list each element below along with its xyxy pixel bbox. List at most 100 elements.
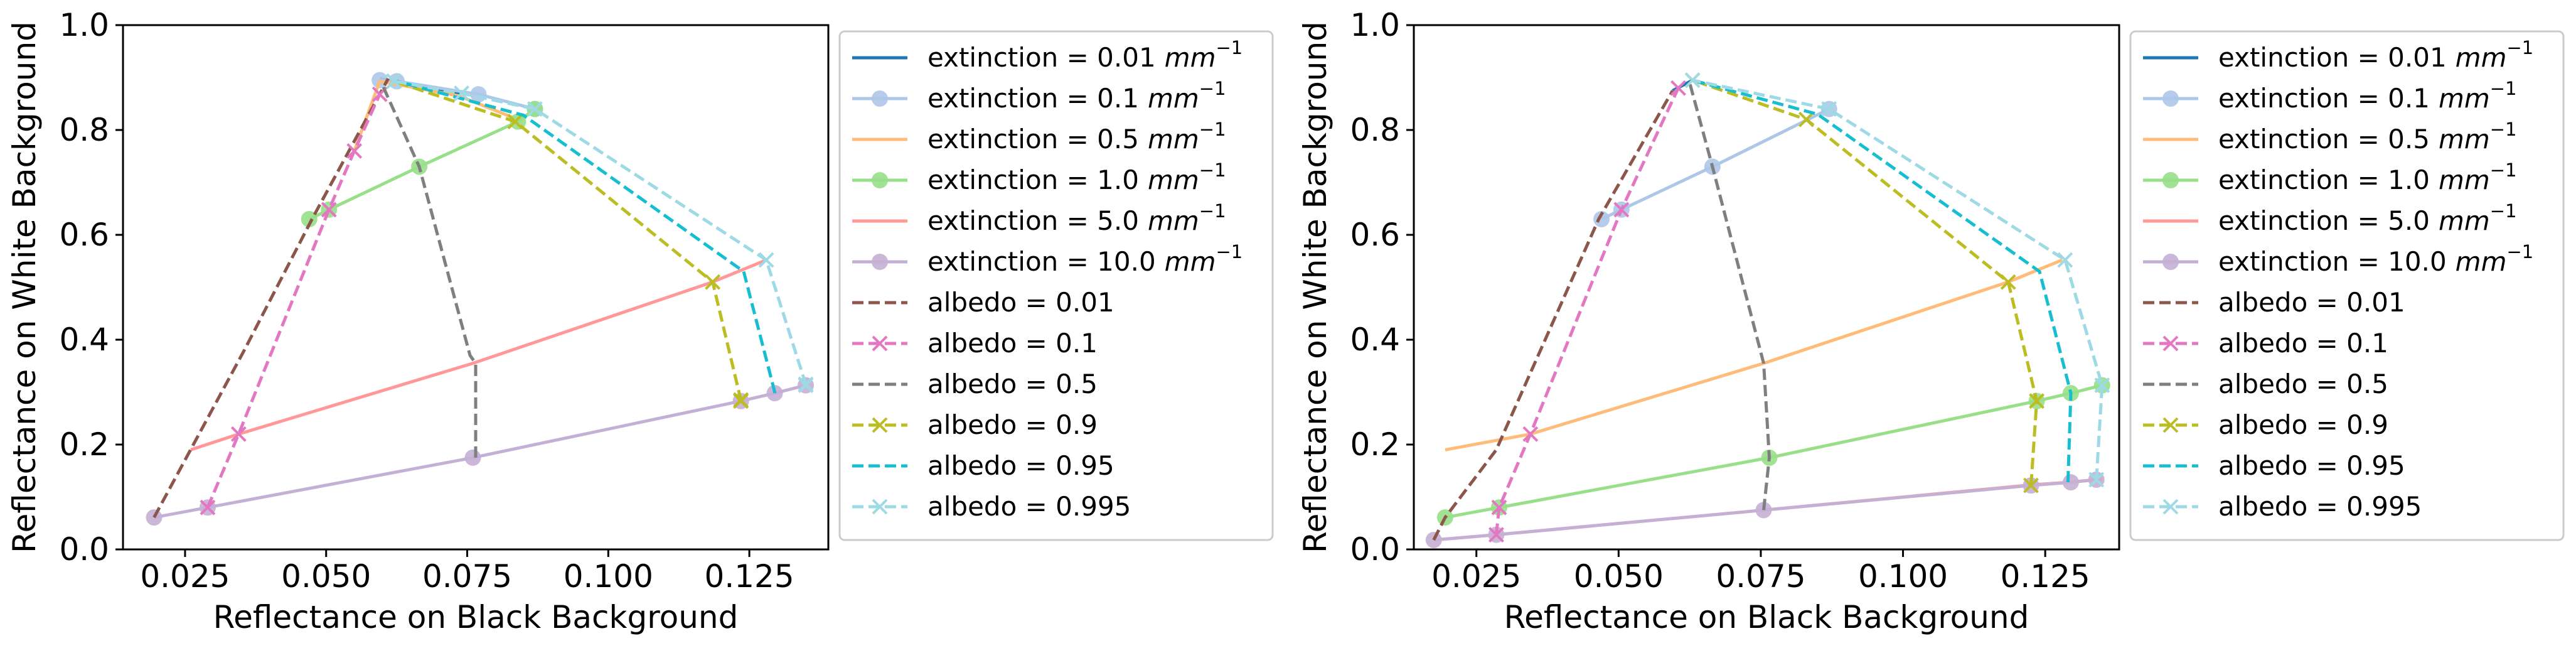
chart-left-legend-entry-albedo-0-9-label: albedo = 0.9 — [927, 409, 1098, 440]
chart-left-legend-entry-albedo-0-995: albedo = 0.995 — [852, 491, 1131, 522]
chart-right-legend-entry-albedo-0-9: albedo = 0.9 — [2143, 409, 2388, 440]
chart-left-series-albedo-0-1-point — [230, 426, 247, 442]
chart-right-x-tick-label: 0.125 — [2001, 558, 2090, 595]
chart-left-legend-entry-extinction-0-1-swatch-point — [872, 90, 888, 107]
chart-right-series-extinction-0-1-line — [1601, 107, 1830, 221]
chart-left-x-tick-label: 0.025 — [140, 558, 230, 595]
chart-left-series-albedo-0-9-point — [705, 274, 721, 290]
chart-left-series-albedo-0-5 — [380, 82, 478, 458]
chart-right-series-albedo-0-995-point — [2057, 252, 2073, 268]
chart-right-x-tick-label: 0.025 — [1431, 558, 1521, 595]
chart-left-series-albedo-0-995-point — [454, 85, 469, 101]
chart-right-legend-entry-albedo-0-95: albedo = 0.95 — [2143, 450, 2405, 481]
chart-right-series-albedo-0-1 — [1488, 80, 1686, 543]
chart-left-series-extinction-10-0-point — [464, 449, 481, 466]
chart-left-series-albedo-0-995-point — [386, 73, 402, 89]
chart-left-series-albedo-0-995-point — [758, 252, 774, 268]
chart-right-legend-entry-albedo-0-995: albedo = 0.995 — [2143, 491, 2422, 522]
chart-right-legend-entry-albedo-0-1: albedo = 0.1 — [2143, 328, 2388, 359]
chart-right-x-axis-label: Reflectance on Black Background — [1504, 599, 2029, 635]
chart-left-series-albedo-0-5-line — [380, 82, 478, 458]
chart-right-x-tick-label: 0.100 — [1858, 558, 1948, 595]
chart-right-series-albedo-0-995-point — [2088, 472, 2105, 488]
chart-left-legend-entry-extinction-10-0-unit: mm — [1165, 246, 1216, 277]
chart-right-legend-entry-extinction-0-5-unit-exponent: −1 — [2490, 119, 2517, 140]
chart-right-legend-entry-albedo-0-1-label: albedo = 0.1 — [2218, 328, 2388, 359]
chart-right-x-tick-label: 0.050 — [1574, 558, 1664, 595]
chart-left-x-axis-label: Reflectance on Black Background — [213, 599, 739, 635]
chart-right-legend-entry-extinction-0-5: extinction = 0.5 mm−1 — [2143, 119, 2517, 154]
chart-left-x-tick-label: 0.125 — [705, 558, 794, 595]
chart-right-legend-entry-extinction-1-0-swatch-point — [2162, 172, 2179, 188]
chart-left-y-tick-label: 0.2 — [59, 426, 109, 463]
chart-right-legend-entry-extinction-0-1-unit: mm — [2439, 83, 2490, 114]
chart-right-axes-frame — [1413, 24, 2120, 551]
chart-left-series-albedo-0-1 — [200, 86, 388, 516]
chart-left-series-albedo-0-01 — [152, 78, 390, 519]
chart-left-series-albedo-0-9-point — [733, 392, 749, 408]
chart-left-series-extinction-5-0-line — [190, 258, 767, 451]
chart-right-legend-entry-extinction-10-0-unit-exponent: −1 — [2507, 241, 2534, 262]
chart-right-legend-entry-albedo-0-95-label: albedo = 0.95 — [2218, 450, 2405, 481]
chart-right: 0.025 0.050 0.075 0.100 0.125 0.0 0.2 0.4 0.6 0.8… — [1297, 7, 2565, 635]
chart-left-legend-entry-albedo-0-1-label: albedo = 0.1 — [927, 328, 1098, 359]
chart-right-legend-entry-albedo-0-5: albedo = 0.5 — [2143, 369, 2388, 399]
chart-left-series-albedo-0-995-line — [393, 79, 808, 386]
chart-left-legend-entry-extinction-10-0-swatch-point — [872, 254, 888, 270]
chart-left-legend-entry-albedo-0-95-label: albedo = 0.95 — [927, 450, 1114, 481]
chart-right-series-albedo-0-5-line — [1688, 82, 1771, 510]
chart-left-plot-area — [146, 72, 815, 526]
chart-left-series-extinction-10-0-line — [154, 384, 806, 519]
chart-left-legend-entry-extinction-0-01-unit-exponent: −1 — [1216, 37, 1243, 58]
chart-left-series-albedo-0-995-point — [798, 376, 814, 392]
chart-right-legend-entry-extinction-0-5-unit: mm — [2439, 124, 2490, 154]
chart-right-series-albedo-0-01-line — [1432, 90, 1674, 541]
chart-left-legend-entry-extinction-0-5-unit-exponent: −1 — [1199, 119, 1226, 140]
chart-left-y-tick-label: 0.6 — [59, 217, 109, 253]
chart-right-legend-entry-extinction-0-01-unit-exponent: −1 — [2507, 37, 2534, 58]
chart-right-legend-entry-extinction-0-1: extinction = 0.1 mm−1 — [2143, 78, 2517, 114]
chart-left-series-albedo-0-9-point — [507, 114, 523, 130]
chart-right-series-albedo-0-995-point — [2094, 377, 2110, 394]
chart-right-series-extinction-10-0-point — [2062, 474, 2079, 491]
chart-left-legend-entry-extinction-0-1: extinction = 0.1 mm−1 — [852, 78, 1226, 114]
chart-left-legend-frame — [838, 30, 1274, 541]
chart-right-legend-entry-albedo-0-5-label: albedo = 0.5 — [2218, 369, 2388, 399]
chart-right-legend-entry-extinction-0-1-unit-exponent: −1 — [2490, 78, 2517, 99]
chart-right-y-axis-label: Reflectance on White Background — [1297, 21, 1333, 553]
chart-left-legend-entry-albedo-0-1-swatch-point — [872, 335, 888, 352]
chart-right-legend-entry-extinction-1-0-unit-exponent: −1 — [2490, 159, 2517, 181]
chart-left-series-albedo-0-1-point — [346, 143, 363, 159]
chart-left-series-extinction-1-0-point — [301, 210, 318, 227]
chart-left-x-tick-label: 0.050 — [281, 558, 371, 595]
chart-left-legend-entry-extinction-10-0: extinction = 10.0 mm−1 — [852, 241, 1243, 277]
chart-left-legend-entry-albedo-0-95: albedo = 0.95 — [852, 450, 1114, 481]
chart-right-series-albedo-0-9 — [1684, 72, 2044, 494]
chart-left-series-extinction-5-0 — [190, 258, 767, 451]
chart-right-series-albedo-0-995 — [1684, 72, 2110, 488]
chart-left-y-axis-label: Reflectance on White Background — [6, 21, 43, 553]
chart-right-legend-entry-extinction-10-0-label: extinction = 10.0 mm−1 — [2218, 241, 2533, 277]
chart-left-legend-entry-albedo-0-01-label: albedo = 0.01 — [927, 287, 1114, 318]
chart-right-legend-entry-extinction-0-01: extinction = 0.01 mm−1 — [2143, 37, 2533, 73]
chart-left-series-albedo-0-1-line — [206, 94, 382, 509]
chart-right-series-albedo-0-1-point — [1613, 202, 1630, 218]
chart-left-legend-entry-extinction-1-0-label: extinction = 1.0 mm−1 — [927, 159, 1226, 195]
chart-right-legend-entry-extinction-0-01-unit: mm — [2456, 42, 2507, 73]
chart-right-series-albedo-0-1-point — [1491, 499, 1507, 516]
chart-left-series-albedo-0-9 — [386, 73, 749, 409]
chart-right-legend-entry-albedo-0-01-label: albedo = 0.01 — [2218, 287, 2405, 318]
chart-left-legend-entry-albedo-0-5: albedo = 0.5 — [852, 369, 1098, 399]
chart-right-series-albedo-0-1-point — [1488, 527, 1504, 543]
chart-left-x-tick-label: 0.100 — [564, 558, 653, 595]
chart-right-series-albedo-0-1-line — [1494, 87, 1680, 535]
chart-right-series-extinction-1-0 — [1436, 377, 2110, 526]
chart-right-legend-entry-albedo-0-9-swatch-point — [2162, 417, 2179, 433]
chart-left-legend-entry-albedo-0-5-label: albedo = 0.5 — [927, 369, 1098, 399]
chart-left-legend-entry-extinction-10-0-label: extinction = 10.0 mm−1 — [927, 241, 1243, 277]
chart-left-series-albedo-0-995-point — [527, 101, 543, 117]
chart-left-legend-entry-albedo-0-995-swatch-point — [872, 499, 888, 515]
chart-right-y-tick-label: 0.8 — [1350, 112, 1400, 148]
